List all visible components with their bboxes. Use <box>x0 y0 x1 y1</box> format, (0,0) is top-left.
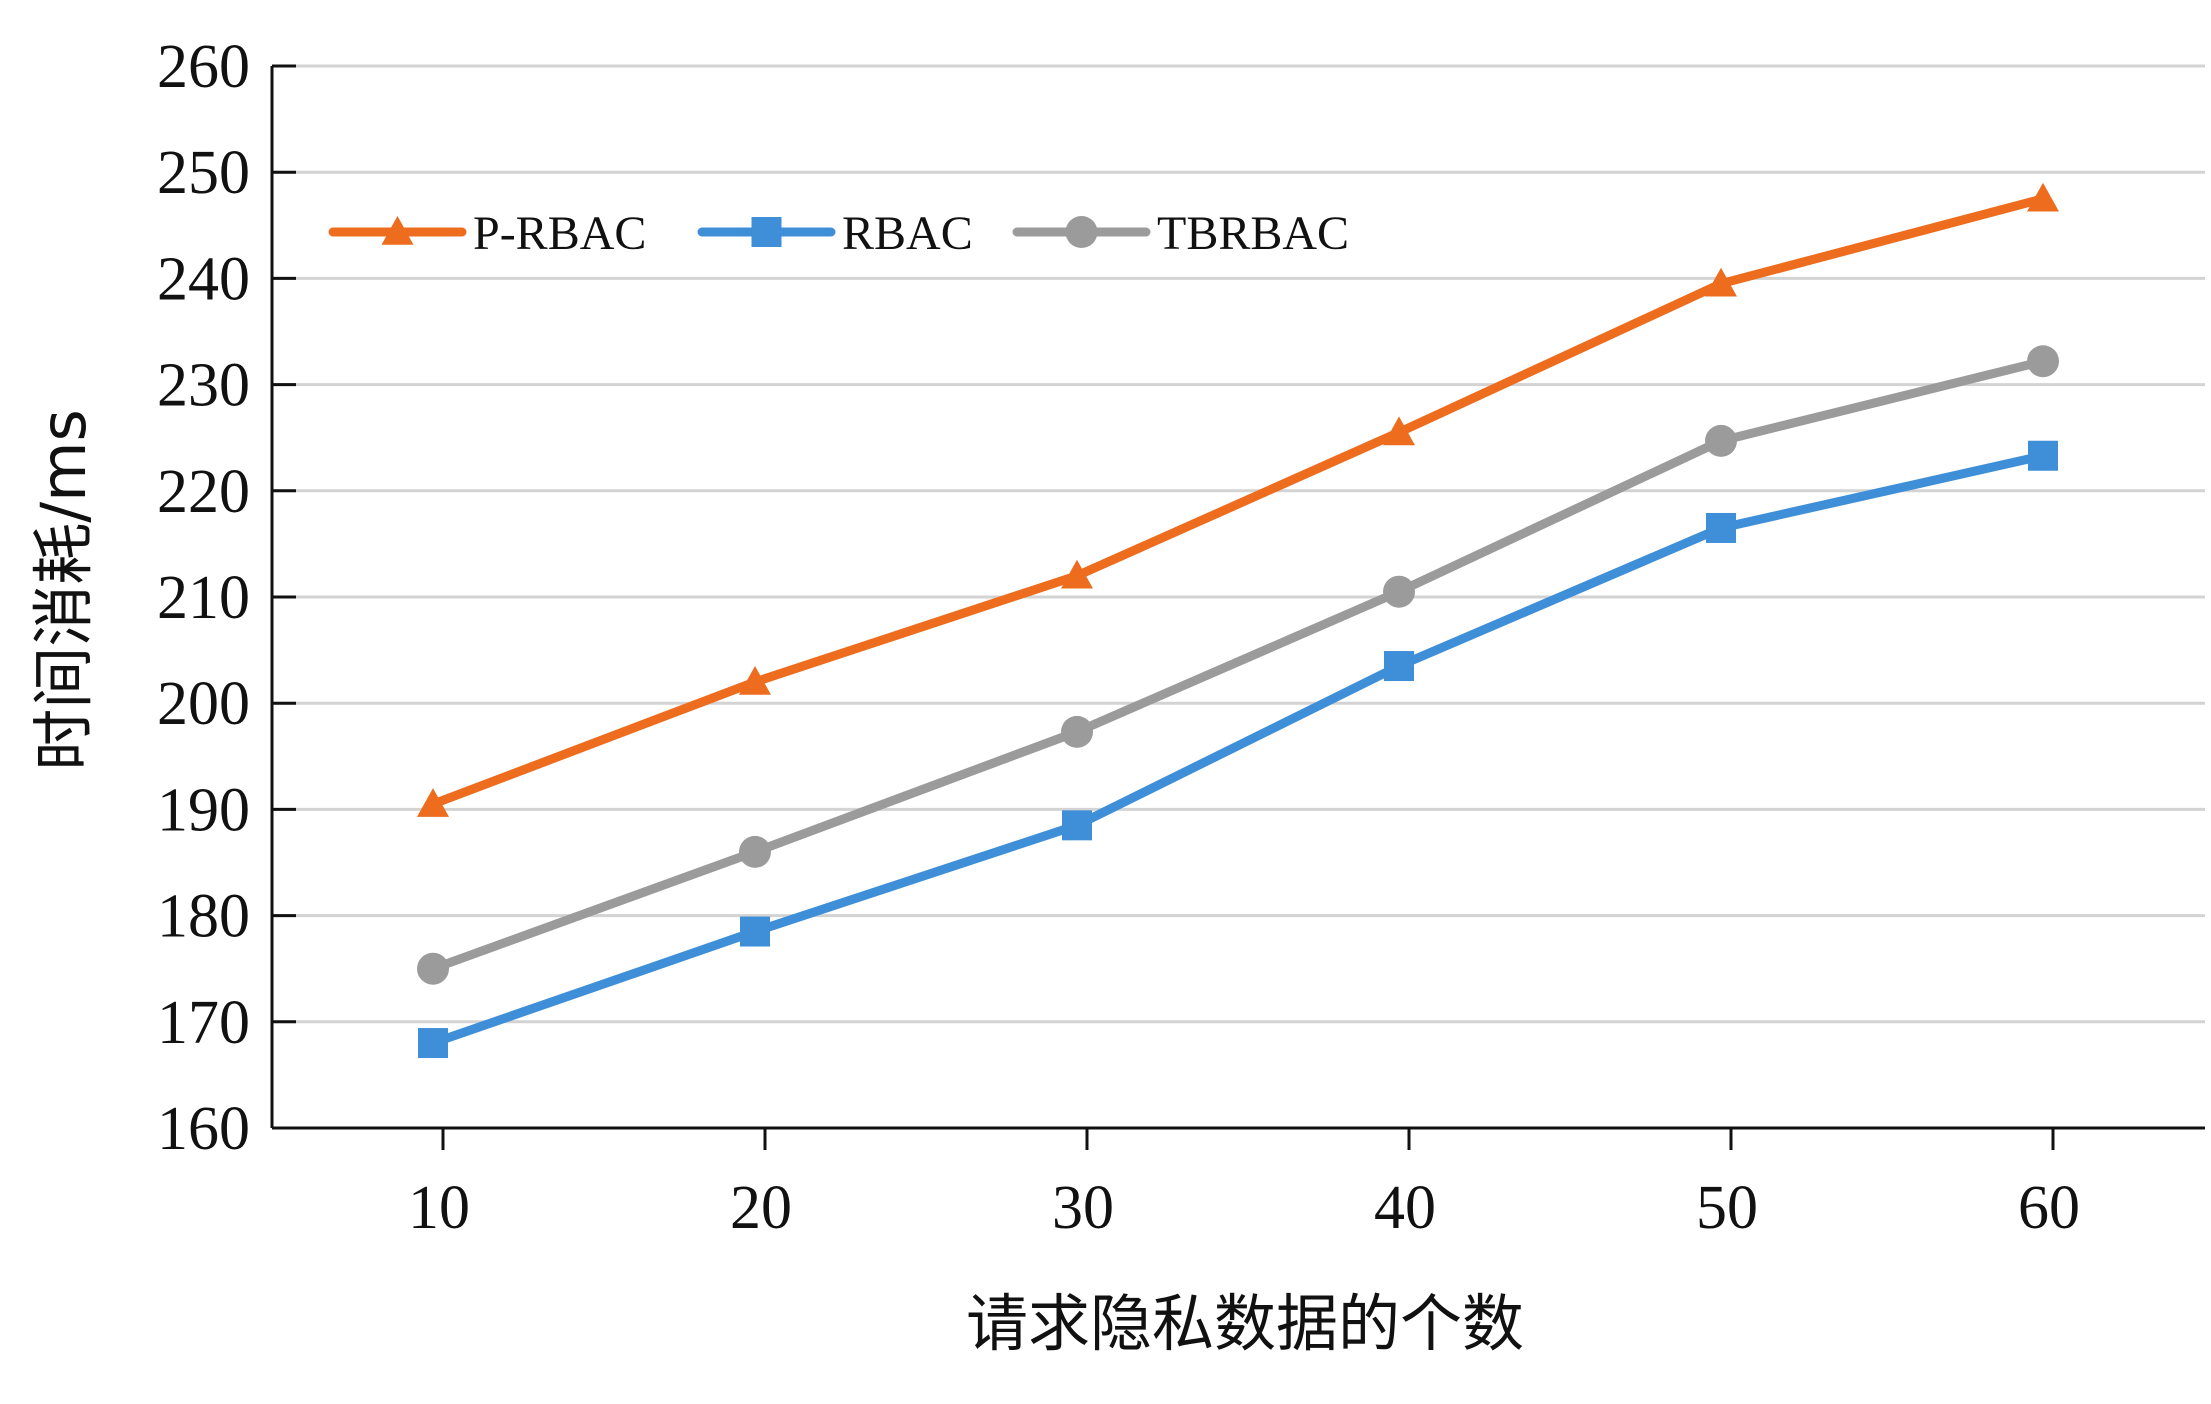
data-point <box>1062 810 1092 841</box>
data-point <box>740 916 770 947</box>
series-line <box>428 356 2048 974</box>
legend-label: RBAC <box>842 207 973 260</box>
x-axis-title: 请求隐私数据的个数 <box>966 1287 1524 1360</box>
x-tick-label: 20 <box>730 1174 792 1242</box>
data-point <box>1061 715 1093 748</box>
y-tick-label: 220 <box>157 458 250 526</box>
series-line <box>428 194 2048 809</box>
legend-swatch-marker <box>1065 216 1098 248</box>
y-tick-label: 180 <box>157 883 250 951</box>
data-point <box>1384 651 1414 682</box>
x-tick-label: 40 <box>1374 1174 1436 1242</box>
y-tick-label: 160 <box>157 1095 250 1163</box>
legend-swatch-marker <box>751 217 782 247</box>
y-tick-label: 260 <box>157 33 250 101</box>
data-point <box>1706 512 1736 543</box>
data-point <box>418 1028 448 1059</box>
y-tick-label: 240 <box>157 245 250 313</box>
gridlines <box>272 64 2205 1024</box>
data-point <box>417 788 449 817</box>
legend-swatch-marker <box>381 216 414 245</box>
data-point <box>2027 182 2059 212</box>
axes: 160 170 180 190 200 210 220 230 240 250 260 10 20 30 4… <box>157 33 2205 1242</box>
legend-item: RBAC <box>697 207 973 260</box>
data-point <box>1705 267 1737 297</box>
legend-label: P-RBAC <box>473 207 646 260</box>
y-axis-title: 时间消耗/ms <box>27 409 100 771</box>
x-tick-label: 30 <box>1052 1174 1114 1242</box>
data-point <box>1061 559 1093 589</box>
x-tick-label: 50 <box>1696 1174 1758 1242</box>
y-tick-label: 250 <box>157 139 250 207</box>
legend-item: TBRBAC <box>1012 207 1349 260</box>
axis-labels: 请求隐私数据的个数 时间消耗/ms <box>27 409 1524 1360</box>
series-line <box>428 451 2048 1048</box>
y-tick-label: 230 <box>157 352 250 420</box>
x-tick-label: 10 <box>408 1174 470 1242</box>
y-tick-label: 190 <box>157 776 250 844</box>
legend: P-RBAC RBAC TBRBAC <box>328 207 1349 260</box>
data-point <box>739 835 771 868</box>
data-point <box>2028 440 2058 471</box>
data-point <box>1705 424 1737 457</box>
x-tick-label: 60 <box>2018 1174 2080 1242</box>
series-layer <box>417 182 2059 1059</box>
y-tick-label: 210 <box>157 564 250 632</box>
data-point <box>417 952 449 985</box>
data-point <box>739 665 771 695</box>
legend-label: TBRBAC <box>1157 207 1349 260</box>
y-tick-label: 170 <box>157 989 250 1057</box>
series-tbrbac <box>417 345 2059 985</box>
series-p-rbac <box>417 182 2059 817</box>
data-point <box>1383 575 1415 608</box>
data-point <box>2027 345 2059 378</box>
series-rbac <box>418 440 2058 1059</box>
y-tick-label: 200 <box>157 670 250 738</box>
data-point <box>1383 416 1415 446</box>
legend-item: P-RBAC <box>328 207 646 260</box>
